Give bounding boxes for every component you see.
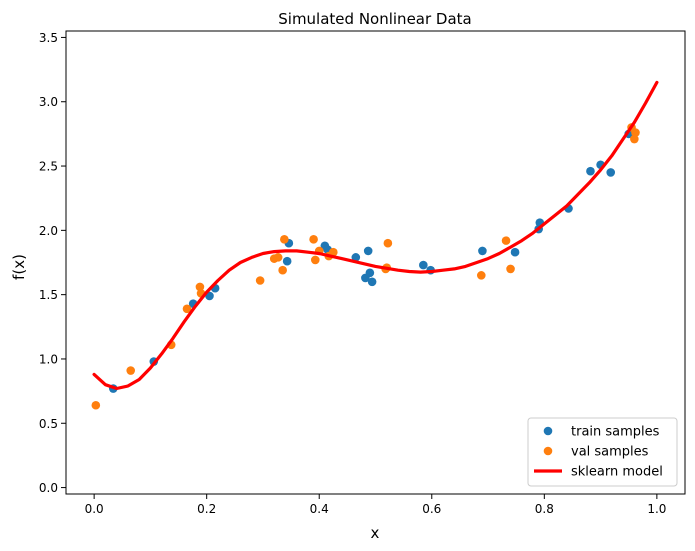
x-axis: 0.0 0.2 0.4 0.6 0.8 1.0 (85, 494, 666, 516)
chart-title: Simulated Nonlinear Data (278, 10, 471, 28)
data-point-val-samples-23 (630, 134, 639, 144)
data-point-val-samples-19 (476, 271, 486, 280)
data-point-val-samples-12 (310, 255, 320, 265)
legend-marker-1 (543, 446, 553, 456)
data-point-train-samples-16 (478, 246, 487, 256)
data-point-val-samples-20 (501, 236, 511, 245)
y-tick-label-4: 2.0 (39, 224, 58, 238)
x-tick-label-4: 0.8 (535, 502, 554, 516)
data-point-val-samples-8 (273, 253, 283, 262)
y-tick-label-7: 3.5 (39, 31, 58, 45)
legend-label-0: train samples (571, 425, 660, 440)
data-point-train-samples-23 (606, 168, 616, 177)
series-line-sklearn-model (92, 80, 659, 391)
data-point-train-samples-17 (510, 247, 520, 257)
data-point-train-samples-13 (367, 277, 377, 287)
plot-area (91, 80, 659, 410)
data-point-val-samples-11 (309, 235, 318, 244)
data-point-train-samples-5 (282, 256, 292, 266)
x-tick-label-1: 0.2 (197, 502, 216, 516)
legend-marker-0 (543, 426, 553, 436)
data-point-val-samples-9 (278, 265, 287, 275)
data-point-val-samples-21 (506, 264, 515, 274)
y-tick-label-2: 1.0 (39, 352, 58, 366)
data-point-train-samples-9 (351, 253, 361, 262)
data-point-train-samples-21 (586, 166, 595, 176)
data-point-train-samples-14 (419, 260, 428, 270)
x-tick-label-3: 0.6 (422, 502, 441, 516)
y-tick-label-1: 0.5 (39, 417, 58, 431)
y-axis: 0.0 0.5 1.0 1.5 2.0 2.5 3.0 3.5 (39, 31, 66, 495)
data-point-train-samples-11 (363, 246, 373, 256)
data-point-val-samples-3 (182, 304, 192, 314)
x-tick-label-2: 0.4 (310, 502, 329, 516)
y-tick-label-0: 0.0 (39, 481, 58, 495)
x-tick-label-0: 0.0 (85, 502, 104, 516)
data-point-val-samples-0 (91, 400, 101, 410)
data-point-val-samples-24 (631, 128, 640, 137)
x-tick-label-5: 1.0 (647, 502, 666, 516)
y-tick-label-3: 1.5 (39, 288, 58, 302)
data-point-val-samples-10 (280, 235, 289, 244)
data-point-val-samples-6 (255, 276, 265, 285)
legend: train samples val samples sklearn model (527, 417, 678, 487)
legend-label-2: sklearn model (571, 465, 663, 480)
data-point-val-samples-4 (195, 282, 205, 292)
legend-label-1: val samples (571, 445, 649, 460)
data-point-val-samples-18 (383, 238, 393, 248)
y-axis-title: f(x) (10, 254, 28, 280)
data-point-train-samples-12 (365, 268, 375, 278)
data-point-val-samples-1 (126, 366, 136, 375)
legend-box (527, 417, 678, 487)
y-tick-label-6: 3.0 (39, 95, 58, 109)
axes-frame (65, 30, 686, 495)
y-tick-label-5: 2.5 (39, 160, 58, 174)
x-axis-title: x (371, 524, 380, 542)
axes-border (65, 30, 686, 495)
data-point-val-samples-15 (328, 247, 338, 257)
